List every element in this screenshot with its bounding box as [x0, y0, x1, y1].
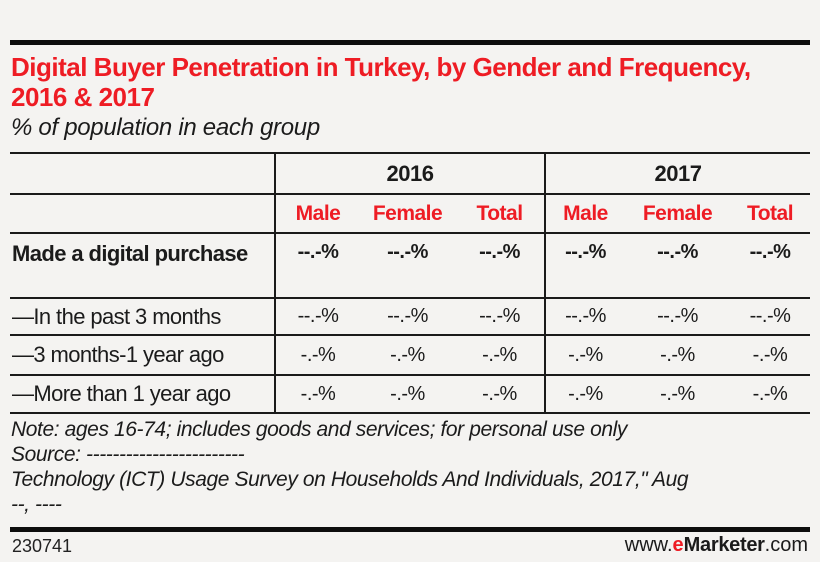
column-header-total-2017: Total — [746, 201, 794, 225]
top-rule — [10, 40, 810, 45]
value-cell: -.-% — [544, 375, 626, 413]
logo-red-e: e — [672, 534, 684, 556]
source-line: Source: ------------------------ — [11, 443, 245, 466]
chart-subtitle: % of population in each group — [11, 114, 320, 141]
row-label: —3 months-1 year ago — [12, 342, 224, 367]
value-cell: --.-% — [544, 233, 626, 298]
value-cell: -.-% — [660, 382, 695, 405]
value-cell: -.-% — [544, 335, 626, 375]
table-row: —In the past 3 months --.-% --.-% --.-% … — [10, 298, 811, 335]
corner-cell — [10, 194, 275, 233]
table-row: —More than 1 year ago -.-% -.-% -.-% -.-… — [10, 375, 811, 413]
table-row: Made a digital purchase --.-% --.-% --.-… — [10, 233, 811, 298]
table-row: —3 months-1 year ago -.-% -.-% -.-% -.-%… — [10, 335, 811, 375]
value-cell: --.-% — [387, 241, 428, 263]
column-header-total-2016: Total — [476, 201, 523, 225]
value-cell: -.-% — [482, 382, 517, 405]
value-cell: --.-% — [387, 305, 428, 327]
year-header-2016: 2016 — [273, 153, 546, 194]
value-cell: -.-% — [752, 382, 788, 405]
row-label: —More than 1 year ago — [12, 381, 231, 406]
footnotes: Note: ages 16-74; includes goods and ser… — [11, 417, 811, 517]
chart-title: Digital Buyer Penetration in Turkey, by … — [11, 52, 751, 112]
year-header-row: 2016 2017 — [10, 153, 811, 194]
data-table: 2016 2017 Male Female Total Male Female … — [10, 152, 811, 414]
column-header-male-2016: Male — [274, 194, 360, 233]
value-cell: -.-% — [274, 375, 360, 413]
value-cell: --.-% — [274, 298, 360, 335]
note-line: Note: ages 16-74; includes goods and ser… — [11, 418, 628, 441]
value-cell: -.-% — [752, 343, 788, 366]
value-cell: --.-% — [479, 241, 520, 263]
column-header-male-2017: Male — [544, 194, 626, 233]
source-line-continued: --, ---- — [11, 493, 62, 516]
row-label: —In the past 3 months — [12, 303, 221, 329]
row-label: Made a digital purchase — [12, 241, 248, 266]
source-line-continued: Technology (ICT) Usage Survey on Househo… — [11, 468, 689, 491]
column-header-female-2017: Female — [642, 201, 713, 225]
value-cell: -.-% — [660, 343, 695, 366]
value-cell: -.-% — [390, 343, 425, 366]
corner-cell — [10, 153, 275, 194]
logo-www: www. — [624, 534, 673, 556]
value-cell: --.-% — [657, 305, 698, 327]
value-cell: --.-% — [749, 305, 791, 327]
value-cell: -.-% — [482, 343, 517, 366]
logo-brand: Marketer — [683, 534, 765, 556]
year-header-2017: 2017 — [544, 153, 811, 194]
gender-header-row: Male Female Total Male Female Total — [10, 194, 811, 233]
value-cell: --.-% — [657, 241, 698, 263]
value-cell: -.-% — [274, 335, 360, 375]
emarketer-logo: www.eMarketer.com — [625, 534, 808, 557]
bottom-rule — [10, 527, 810, 532]
value-cell: --.-% — [544, 298, 626, 335]
value-cell: --.-% — [749, 241, 791, 263]
value-cell: -.-% — [390, 382, 425, 405]
logo-com: .com — [764, 534, 808, 556]
column-header-female-2016: Female — [372, 201, 443, 225]
value-cell: --.-% — [479, 305, 520, 327]
chart-id: 230741 — [12, 536, 73, 556]
value-cell: --.-% — [274, 233, 360, 298]
